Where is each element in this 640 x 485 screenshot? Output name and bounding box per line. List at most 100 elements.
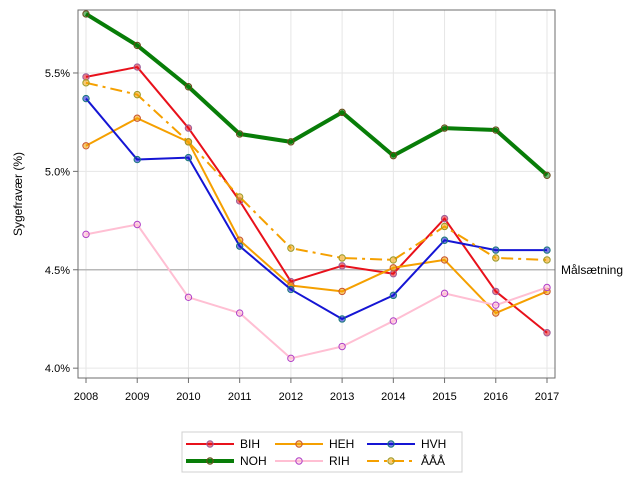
data-point <box>338 254 346 262</box>
data-point <box>133 63 141 71</box>
data-point <box>492 254 500 262</box>
y-tick-label: 5.5% <box>45 68 70 80</box>
legend-swatch-marker <box>295 457 303 465</box>
data-point <box>440 222 449 231</box>
reference-line-label: Målsætning <box>561 263 623 277</box>
data-point <box>440 124 449 132</box>
data-point <box>440 256 449 264</box>
data-point <box>492 126 500 134</box>
x-tick-label: 2017 <box>535 391 559 403</box>
data-point <box>287 138 295 146</box>
series-hvh <box>82 94 551 323</box>
data-point <box>492 301 500 309</box>
legend-item-ååå: ÅÅÅ <box>367 453 445 468</box>
legend-item-bih: BIH <box>186 437 260 451</box>
x-tick-label: 2010 <box>176 391 200 403</box>
legend-swatch-marker <box>387 457 395 465</box>
data-point <box>389 256 398 264</box>
series-noh <box>82 10 551 180</box>
series-layer <box>82 10 551 363</box>
data-point <box>184 153 193 162</box>
data-point <box>389 291 398 300</box>
data-point <box>287 244 295 252</box>
series-line <box>85 97 547 320</box>
data-point <box>235 193 244 201</box>
series-line <box>85 66 548 334</box>
data-point <box>543 283 551 292</box>
legend-label: ÅÅÅ <box>421 453 445 468</box>
legend-item-heh: HEH <box>275 437 354 451</box>
data-point <box>235 242 244 250</box>
data-point <box>492 309 500 317</box>
data-point <box>133 220 141 229</box>
x-tick-label: 2014 <box>381 391 405 403</box>
x-tick-label: 2009 <box>125 391 149 403</box>
data-point <box>235 130 244 138</box>
gridlines <box>78 10 555 378</box>
series-ååå <box>82 79 551 264</box>
data-point <box>440 289 449 298</box>
legend-swatch-marker <box>206 440 214 448</box>
legend-label: BIH <box>240 437 260 451</box>
plot-frame <box>77 9 556 379</box>
data-point <box>543 246 551 254</box>
legend-frame <box>181 431 463 473</box>
data-point <box>338 262 346 270</box>
x-tick-label: 2016 <box>484 391 508 403</box>
legend-swatch-marker <box>295 440 303 448</box>
data-point <box>82 79 90 87</box>
data-point <box>440 214 449 223</box>
data-point <box>389 264 398 272</box>
x-tick-label: 2013 <box>330 391 354 403</box>
data-point <box>543 256 551 264</box>
series-bih <box>82 63 551 337</box>
data-point <box>389 317 398 325</box>
data-point <box>287 285 295 294</box>
data-point <box>82 230 90 239</box>
legend: BIH HEH HVH NOH RIH ÅÅÅ <box>181 431 463 473</box>
data-point <box>82 142 90 150</box>
legend-label: RIH <box>329 454 350 468</box>
data-point <box>338 287 346 296</box>
data-point <box>184 124 193 132</box>
legend-item-hvh: HVH <box>367 437 446 451</box>
series-line <box>84 12 549 177</box>
legend-label: NOH <box>240 454 267 468</box>
data-point <box>338 108 346 117</box>
y-tick-label: 5.0% <box>45 166 70 178</box>
legend-item-rih: RIH <box>275 454 350 468</box>
data-point <box>82 94 90 103</box>
data-point <box>235 309 244 317</box>
y-axis: 4.0% 4.5% 5.0% 5.5% <box>45 68 78 375</box>
legend-swatch-marker <box>387 440 395 448</box>
data-point <box>287 354 295 363</box>
data-point <box>184 138 193 146</box>
series-line <box>85 223 548 360</box>
legend-item-noh: NOH <box>186 454 267 468</box>
data-point <box>492 287 500 296</box>
x-tick-label: 2011 <box>228 391 252 403</box>
data-point <box>133 90 141 99</box>
y-tick-label: 4.5% <box>45 265 70 277</box>
data-point <box>133 155 141 164</box>
data-point <box>133 114 141 122</box>
data-point <box>184 83 193 91</box>
y-axis-label: Sygefravær (%) <box>11 152 25 236</box>
x-tick-label: 2015 <box>432 391 456 403</box>
series-heh <box>82 114 551 317</box>
data-point <box>492 246 500 254</box>
series-line <box>85 117 548 315</box>
data-point <box>543 171 551 180</box>
y-tick-label: 4.0% <box>45 363 70 375</box>
legend-swatch-marker <box>206 457 214 465</box>
data-point <box>338 315 346 323</box>
data-point <box>440 236 449 244</box>
data-point <box>389 151 398 160</box>
x-axis: 2008 2009 2010 2011 2012 2013 2014 2015 2016 2017 <box>74 378 559 403</box>
data-point <box>543 329 551 337</box>
data-point <box>82 10 90 18</box>
legend-label: HEH <box>329 437 354 451</box>
data-point <box>133 41 141 50</box>
